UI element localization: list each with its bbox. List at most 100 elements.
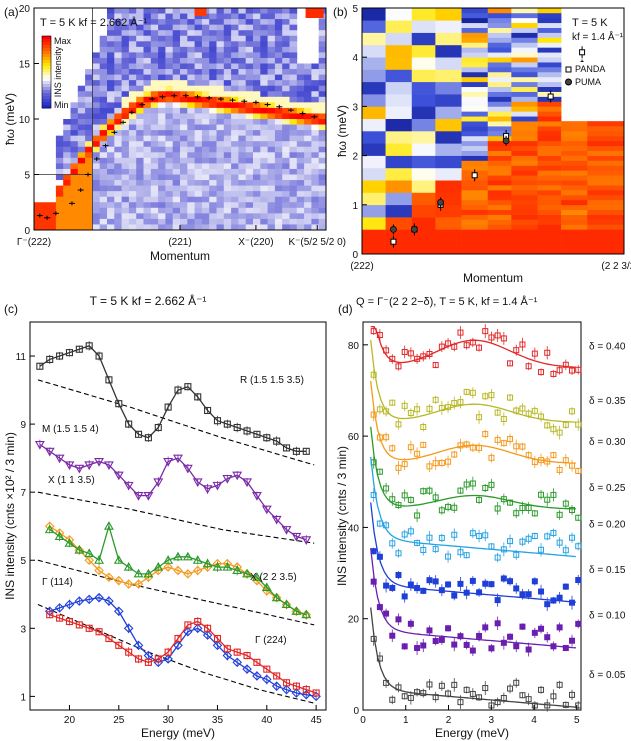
data-point — [432, 494, 439, 501]
data-point — [401, 348, 408, 355]
heatmap-a-cell — [92, 163, 101, 170]
heatmap-a-cell — [238, 113, 247, 120]
heatmap-b-cell — [435, 241, 462, 255]
heatmap-a-cell — [77, 102, 86, 109]
heatmap-a-cell — [238, 130, 247, 137]
heatmap-a-cell — [267, 163, 276, 170]
panda-point — [471, 172, 478, 179]
heatmap-b-cell — [435, 44, 462, 58]
heatmap-a-cell — [194, 74, 203, 81]
data-point — [544, 349, 551, 356]
heatmap-a-cell — [187, 30, 195, 37]
data-point — [123, 579, 134, 589]
data-point — [192, 555, 203, 564]
heatmap-a-cell — [311, 63, 320, 70]
heatmap-a-cell — [63, 213, 71, 220]
puma-point — [390, 225, 397, 233]
heatmap-a-cell — [296, 107, 305, 114]
heatmap-a-cell — [128, 152, 137, 159]
heatmap-a-cell — [238, 146, 247, 153]
heatmap-a-cell — [201, 185, 210, 192]
heatmap-b-cell — [487, 219, 512, 225]
heatmap-a-cell — [143, 63, 152, 70]
heatmap-a-cell — [274, 63, 283, 70]
panel-label-a: (a) — [4, 5, 19, 19]
data-point — [457, 487, 464, 494]
heatmap-b-cell — [411, 241, 436, 255]
heatmap-a-cell — [136, 174, 144, 181]
heatmap-a-cell — [187, 152, 195, 159]
heatmap-a-cell — [55, 163, 64, 170]
heatmap-a-cell — [194, 107, 203, 114]
data-point — [451, 451, 458, 458]
heatmap-a-cell — [238, 96, 247, 103]
heatmap-a-cell — [187, 113, 195, 120]
heatmap-a-cell — [318, 80, 327, 87]
data-point — [46, 355, 54, 363]
heatmap-a-cell — [282, 74, 290, 81]
heatmap-a-cell — [274, 213, 283, 220]
data-point — [376, 520, 383, 527]
heatmap-a-cell — [267, 96, 276, 103]
heatmap-a-cell — [121, 107, 130, 114]
x-axis-label-c: Energy (meV) — [141, 726, 215, 740]
heatmap-a-cell — [253, 107, 261, 114]
heatmap-a-cell — [282, 52, 290, 59]
heatmap-a-cell — [187, 180, 195, 186]
heatmap-a-cell — [201, 24, 210, 31]
heatmap-a-cell — [55, 191, 64, 198]
heatmap-a-cell — [41, 218, 49, 225]
heatmap-a-cell — [296, 174, 305, 181]
baseline-dashed — [37, 379, 315, 466]
heatmap-a-cell — [180, 91, 188, 98]
heatmap-a-cell — [267, 157, 276, 164]
heatmap-a-cell — [296, 196, 305, 203]
heatmap-a-cell — [92, 202, 101, 209]
heatmap-a-cell — [70, 107, 79, 114]
heatmap-a-cell — [223, 24, 232, 31]
heatmap-a-cell — [121, 52, 130, 59]
data-point — [544, 702, 551, 709]
heatmap-a-cell — [231, 35, 239, 42]
heatmap-a-cell — [209, 113, 217, 120]
heatmap-a-cell — [85, 224, 93, 231]
heatmap-a-cell — [99, 207, 108, 214]
heatmap-b-cell — [461, 204, 489, 211]
heatmap-a-cell — [114, 141, 122, 148]
heatmap-a-cell — [107, 119, 115, 125]
heatmap-a-cell — [165, 180, 174, 186]
heatmap-a-cell — [274, 85, 283, 92]
heatmap-a-cell — [216, 35, 225, 42]
heatmap-b-cell — [487, 22, 512, 28]
heatmap-a-cell — [99, 224, 108, 231]
heatmap-b-cell — [385, 131, 413, 144]
heatmap-a-cell — [187, 174, 195, 181]
heatmap-b-cell — [461, 17, 489, 24]
colorbar-segment — [42, 90, 51, 94]
data-point — [85, 342, 93, 350]
heatmap-a-cell — [289, 8, 298, 14]
data-point — [281, 526, 292, 535]
data-point — [133, 492, 144, 501]
heatmap-a-cell — [216, 135, 225, 142]
heatmap-a-cell — [260, 57, 268, 64]
heatmap-a-cell — [114, 30, 122, 37]
heatmap-a-cell — [172, 35, 181, 42]
y-axis-label-b: ħω (meV) — [335, 105, 349, 157]
heatmap-a-cell — [245, 168, 254, 175]
data-point — [451, 681, 458, 688]
heatmap-a-cell — [107, 180, 115, 186]
heatmap-a-cell — [150, 141, 159, 148]
heatmap-a-cell — [296, 218, 305, 225]
heatmap-a-cell — [318, 19, 327, 26]
data-point — [34, 440, 45, 450]
heatmap-a-cell — [282, 30, 290, 37]
data-point — [500, 694, 507, 701]
heatmap-a-cell — [282, 168, 290, 175]
data-point — [519, 538, 526, 545]
heatmap-a-cell — [158, 124, 166, 131]
data-point — [525, 505, 532, 512]
heatmap-a-cell — [274, 107, 283, 114]
heatmap-b-cell — [511, 76, 538, 83]
data-point — [507, 499, 514, 506]
